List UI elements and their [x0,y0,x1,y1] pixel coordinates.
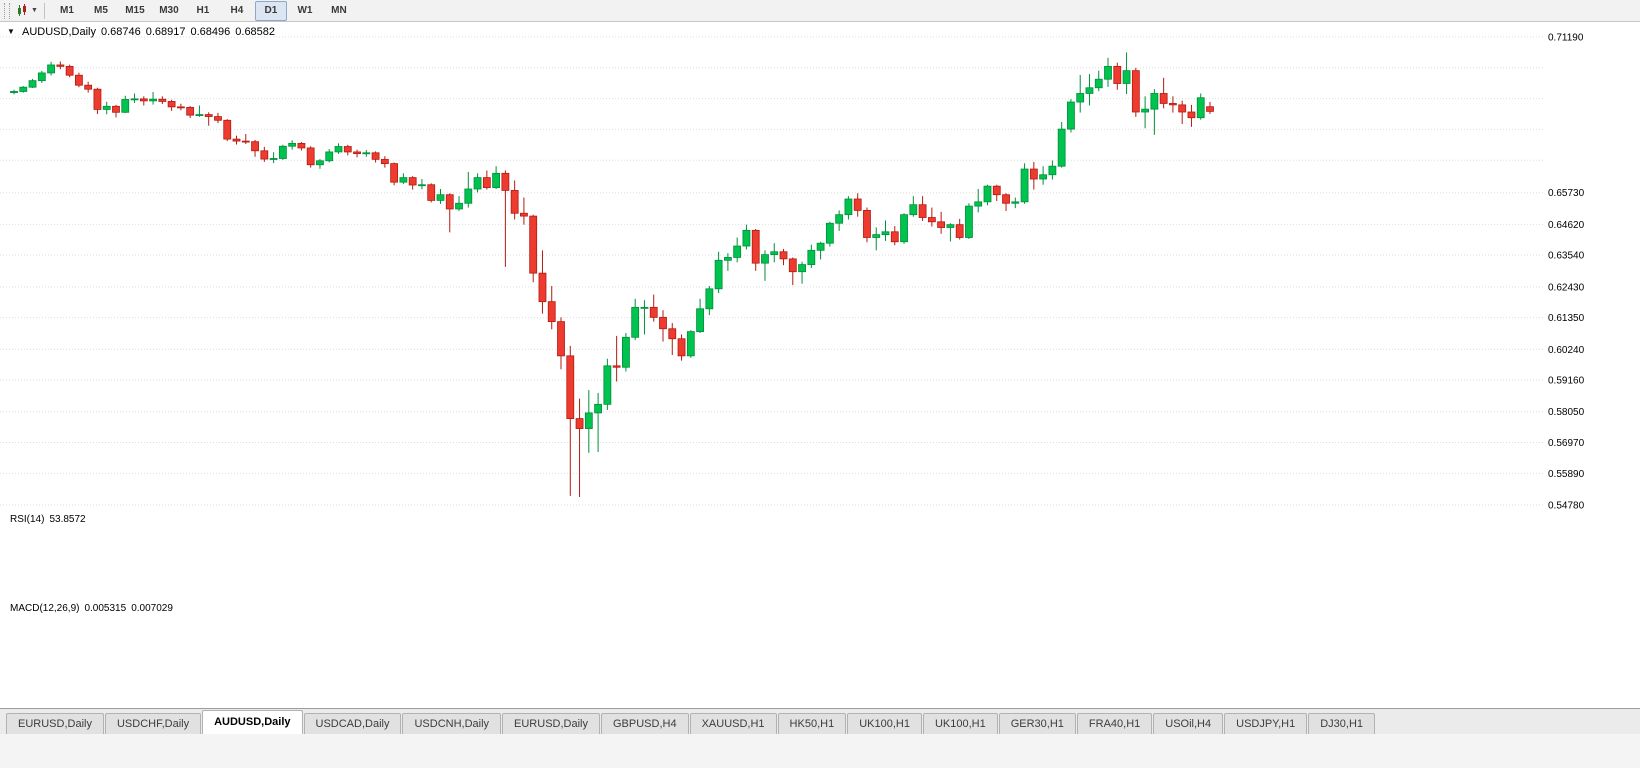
period-button-w1[interactable]: W1 [297,5,313,17]
period-buttons-group: M1 M5 M15 M30 H1 H4 D1 W1 MN [50,0,356,21]
period-button-m1[interactable]: M1 [59,5,74,17]
period-button-m30[interactable]: M30 [159,5,179,17]
svg-text:0.56970: 0.56970 [1548,438,1585,449]
svg-text:0.58050: 0.58050 [1548,407,1585,418]
period-button-h1[interactable]: H1 [196,5,210,17]
price-axis-labels[interactable]: 0.71190 0.65730 0.64620 0.63540 0.62430 0.613… [1548,33,1585,512]
chart-period-button[interactable]: ▼ [14,2,41,20]
macd-indicator-label: MACD(12,26,9) 0.005315 0.007029 [10,603,178,614]
candlestick-chart-icon [18,4,26,16]
svg-text:0.54780: 0.54780 [1548,501,1585,512]
chart-tab-usdchf-daily[interactable]: USDCHF,Daily [104,713,202,734]
bottom-filler [0,734,1640,768]
ohlc-low: 0.68496 [190,26,231,38]
chart-tab-usdcad-daily[interactable]: USDCAD,Daily [303,713,402,734]
period-button-m15[interactable]: M15 [125,5,145,17]
chart-tab-uk100-h1[interactable]: UK100,H1 [847,713,922,734]
chart-tab-ger30-h1[interactable]: GER30,H1 [998,713,1076,734]
macd-signal-value: 0.007029 [131,603,173,614]
chart-tab-usdjpy-h1[interactable]: USDJPY,H1 [1224,713,1308,734]
svg-text:0.55890: 0.55890 [1548,469,1585,480]
svg-text:0.65730: 0.65730 [1548,188,1585,199]
svg-text:0.60240: 0.60240 [1548,345,1585,356]
period-button-m5[interactable]: M5 [93,5,108,17]
svg-text:0.64620: 0.64620 [1548,220,1585,231]
price-gridlines [0,36,1543,506]
chart-tab-gbpusd-h4[interactable]: GBPUSD,H4 [601,713,689,734]
chart-tab-dj30-h1[interactable]: DJ30,H1 [1308,713,1376,734]
macd-name: MACD(12,26,9) [10,603,80,614]
chart-tab-usdcnh-daily[interactable]: USDCNH,Daily [402,713,502,734]
rsi-indicator-label: RSI(14) 53.8572 [10,514,91,525]
dropdown-caret-icon: ▼ [31,7,38,14]
chart-collapse-arrow-icon[interactable]: ▼ [7,27,15,36]
ohlc-close: 0.68582 [235,26,276,38]
chart-tabs-bar: EURUSD,Daily USDCHF,Daily AUDUSD,Daily USDC… [0,708,1640,734]
timeframe-toolbar: ▼ M1 M5 M15 M30 H1 H4 D1 W1 MN [0,0,1640,22]
toolbar-grip[interactable] [4,2,10,19]
candlesticks [10,52,1214,498]
ohlc-open: 0.68746 [100,26,141,38]
chart-tab-usoil-h4[interactable]: USOil,H4 [1153,713,1224,734]
chart-tab-hk50-h1[interactable]: HK50,H1 [777,713,847,734]
rsi-value: 53.8572 [49,514,86,525]
toolbar-separator [43,2,45,19]
svg-text:0.62430: 0.62430 [1548,282,1585,293]
chart-tab-uk100-h1[interactable]: UK100,H1 [922,713,998,734]
chart-tab-eurusd-daily[interactable]: EURUSD,Daily [502,713,600,734]
rsi-name: RSI(14) [10,514,45,525]
period-button-d1[interactable]: D1 [254,0,287,21]
chart-tab-xauusd-h1[interactable]: XAUUSD,H1 [689,713,777,734]
period-button-mn[interactable]: MN [331,5,347,17]
chart-tab-audusd-daily[interactable]: AUDUSD,Daily [202,710,303,734]
period-button-h4[interactable]: H4 [230,5,244,17]
chart-tab-fra40-h1[interactable]: FRA40,H1 [1076,713,1153,734]
chart-tab-eurusd-daily[interactable]: EURUSD,Daily [6,713,104,734]
chart-title: AUDUSD,Daily 0.68746 0.68917 0.68496 0.68582 [22,26,280,38]
macd-main-value: 0.005315 [84,603,127,614]
svg-text:0.61350: 0.61350 [1548,313,1585,324]
svg-text:0.71190: 0.71190 [1548,33,1584,44]
price-chart[interactable]: 0.71190 0.65730 0.64620 0.63540 0.62430 0.613… [0,22,1640,708]
chart-symbol-label: AUDUSD,Daily [22,26,96,38]
ohlc-high: 0.68917 [145,26,186,38]
svg-text:0.59160: 0.59160 [1548,376,1585,387]
svg-text:0.63540: 0.63540 [1548,251,1585,262]
